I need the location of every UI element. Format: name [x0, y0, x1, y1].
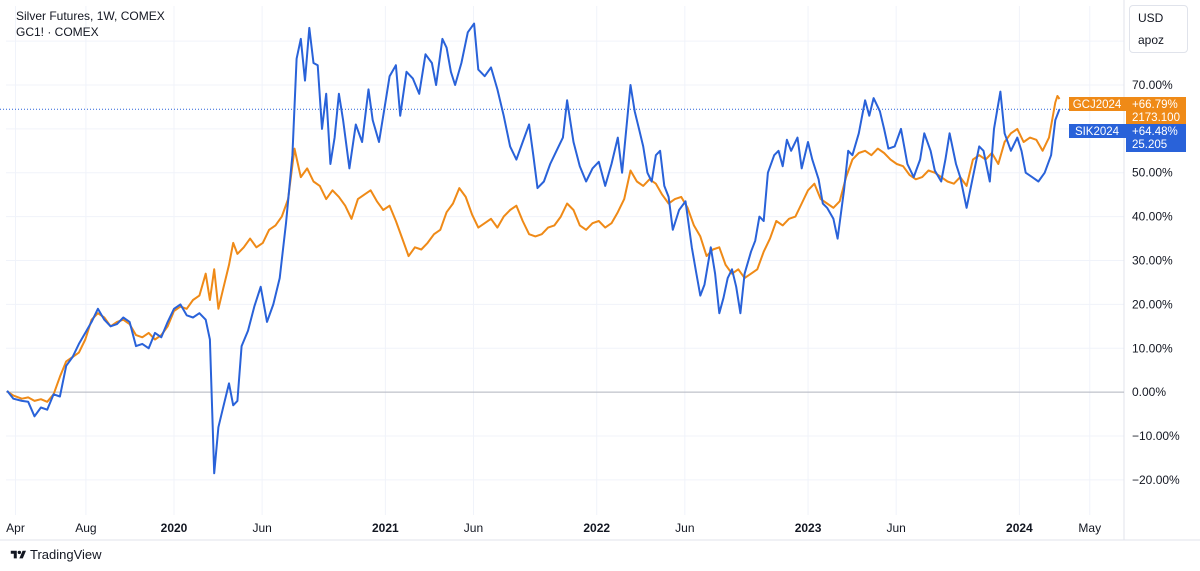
- x-tick-label: Jun: [675, 521, 694, 535]
- symbol-badge: [1069, 124, 1126, 138]
- x-tick-label: 2023: [795, 521, 822, 535]
- chart-title: Silver Futures, 1W, COMEX: [16, 9, 165, 23]
- tradingview-logo-icon: [10, 550, 26, 558]
- badge-gcj2024: GCJ2024 +66.79%2173.100: [1069, 97, 1186, 125]
- y-tick-label: 0.00%: [1132, 385, 1166, 399]
- brand-footer: TradingView: [10, 547, 102, 562]
- x-axis: Apr Aug 2020 Jun 2021 Jun 2022 Jun 2023 Jun 2024 Ma…: [6, 521, 1101, 535]
- comparison-symbol-label: GC1! · COMEX: [16, 25, 99, 39]
- x-tick-label: Jun: [464, 521, 483, 535]
- series-line-gcj2024[interactable]: [6, 95, 1061, 403]
- x-tick-label: Jun: [886, 521, 905, 535]
- chart-grid: [0, 0, 1200, 541]
- currency-label[interactable]: USD: [1138, 11, 1164, 25]
- x-tick-label: May: [1078, 521, 1101, 535]
- x-tick-label: Aug: [75, 521, 96, 535]
- x-tick-label: Apr: [6, 521, 25, 535]
- y-tick-label: −10.00%: [1132, 429, 1180, 443]
- x-tick-label: 2022: [583, 521, 610, 535]
- x-tick-label: 2021: [372, 521, 399, 535]
- symbol-badge-label: SIK2024: [1075, 126, 1120, 138]
- scale-mode-label[interactable]: apoz: [1138, 33, 1165, 47]
- series-line-sik2024[interactable]: [6, 22, 1061, 475]
- x-tick-label: Jun: [252, 521, 271, 535]
- x-tick-label: 2020: [161, 521, 188, 535]
- y-tick-label: −20.00%: [1132, 473, 1180, 487]
- y-tick-label: 40.00%: [1132, 210, 1173, 224]
- value-badge: [1126, 124, 1186, 152]
- value-badge-percent: +66.79%: [1132, 99, 1178, 111]
- value-badge: [1126, 97, 1186, 125]
- y-tick-label: 10.00%: [1132, 341, 1173, 355]
- y-tick-label: 20.00%: [1132, 297, 1173, 311]
- series-layer: [6, 22, 1061, 475]
- value-badge-price: 2173.100: [1132, 112, 1180, 124]
- value-badge-percent: +64.48%: [1132, 126, 1178, 138]
- last-value-badges: GCJ2024 +66.79%2173.100 SIK2024 +64.48%25.2…: [1069, 97, 1186, 152]
- x-tick-label: 2024: [1006, 521, 1033, 535]
- y-tick-label: 30.00%: [1132, 254, 1173, 268]
- symbol-badge: [1069, 97, 1126, 111]
- symbol-badge-label: GCJ2024: [1073, 99, 1122, 111]
- badge-sik2024: SIK2024 +64.48%25.205: [1069, 124, 1186, 152]
- y-tick-label: 70.00%: [1132, 78, 1173, 92]
- scale-settings-box[interactable]: USD apoz: [1129, 5, 1188, 53]
- value-badge-price: 25.205: [1132, 139, 1167, 151]
- brand-name: TradingView: [30, 547, 102, 562]
- y-tick-label: 50.00%: [1132, 166, 1173, 180]
